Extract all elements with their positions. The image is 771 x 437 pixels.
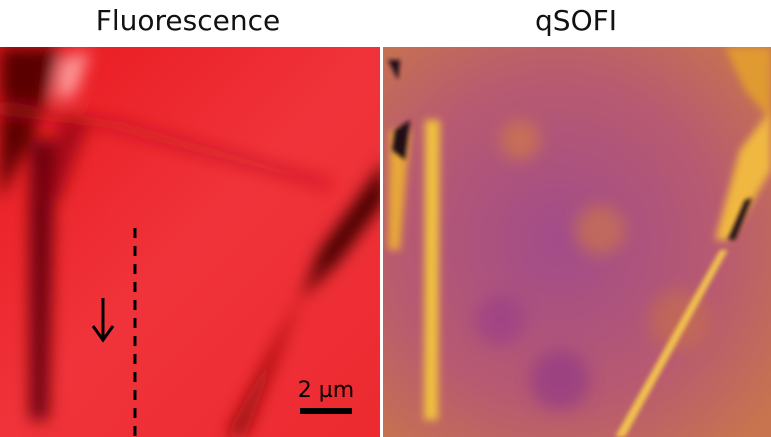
panel-title: Fluorescence [96,4,280,37]
fluorescence-image [0,47,380,437]
panel-title: qSOFI [535,4,617,37]
scale-bar-label: 2 µm [298,378,354,403]
qsofi-image [383,47,771,437]
